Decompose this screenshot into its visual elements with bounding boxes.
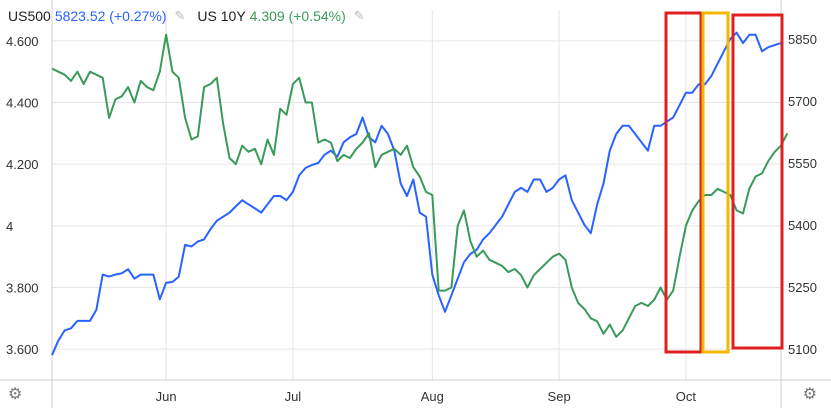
y-right-tick-label: 5550 [788, 156, 817, 171]
pencil-icon[interactable]: ✎ [174, 8, 186, 23]
highlight-boxes [664, 11, 784, 354]
legend-us10y-symbol[interactable]: US 10Y [197, 8, 246, 24]
annotation-box-red [731, 13, 784, 350]
legend-us10y-value: 4.309 (+0.54%) [249, 8, 346, 24]
x-tick-label: Aug [421, 389, 444, 404]
y-left-tick-label: 4.400 [6, 96, 39, 111]
y-left-tick-label: 4.200 [6, 157, 39, 172]
gear-icon[interactable]: ⚙ [8, 386, 23, 403]
y-right-tick-label: 5400 [788, 218, 817, 233]
legend: US500 5823.52 (+0.27%) ✎ US 10Y 4.309 (+… [8, 6, 373, 26]
annotation-box-yellow [701, 11, 730, 354]
y-left-tick-label: 4.600 [6, 34, 39, 49]
legend-us500-value: 5823.52 (+0.27%) [54, 8, 167, 24]
x-tick-label: Sep [548, 389, 571, 404]
y-left-tick-label: 3.600 [6, 342, 39, 357]
pencil-icon[interactable]: ✎ [353, 8, 365, 23]
plot-area [51, 31, 789, 356]
y-left-tick-label: 3.800 [6, 281, 39, 296]
x-tick-label: Jul [285, 389, 302, 404]
y-right-tick-label: 5250 [788, 280, 817, 295]
x-tick-label: Jun [156, 389, 177, 404]
legend-us500-symbol[interactable]: US500 [8, 8, 51, 24]
y-right-tick-label: 5100 [788, 342, 817, 357]
x-tick-label: Oct [676, 389, 697, 404]
y-left-tick-label: 4 [6, 219, 13, 234]
us500-series-line[interactable] [51, 31, 782, 356]
annotation-box-red [664, 11, 703, 354]
grid [52, 10, 781, 380]
y-right-tick-label: 5700 [788, 94, 817, 109]
y-right-tick-label: 5850 [788, 32, 817, 47]
gear-icon[interactable]: ⚙ [802, 386, 817, 403]
